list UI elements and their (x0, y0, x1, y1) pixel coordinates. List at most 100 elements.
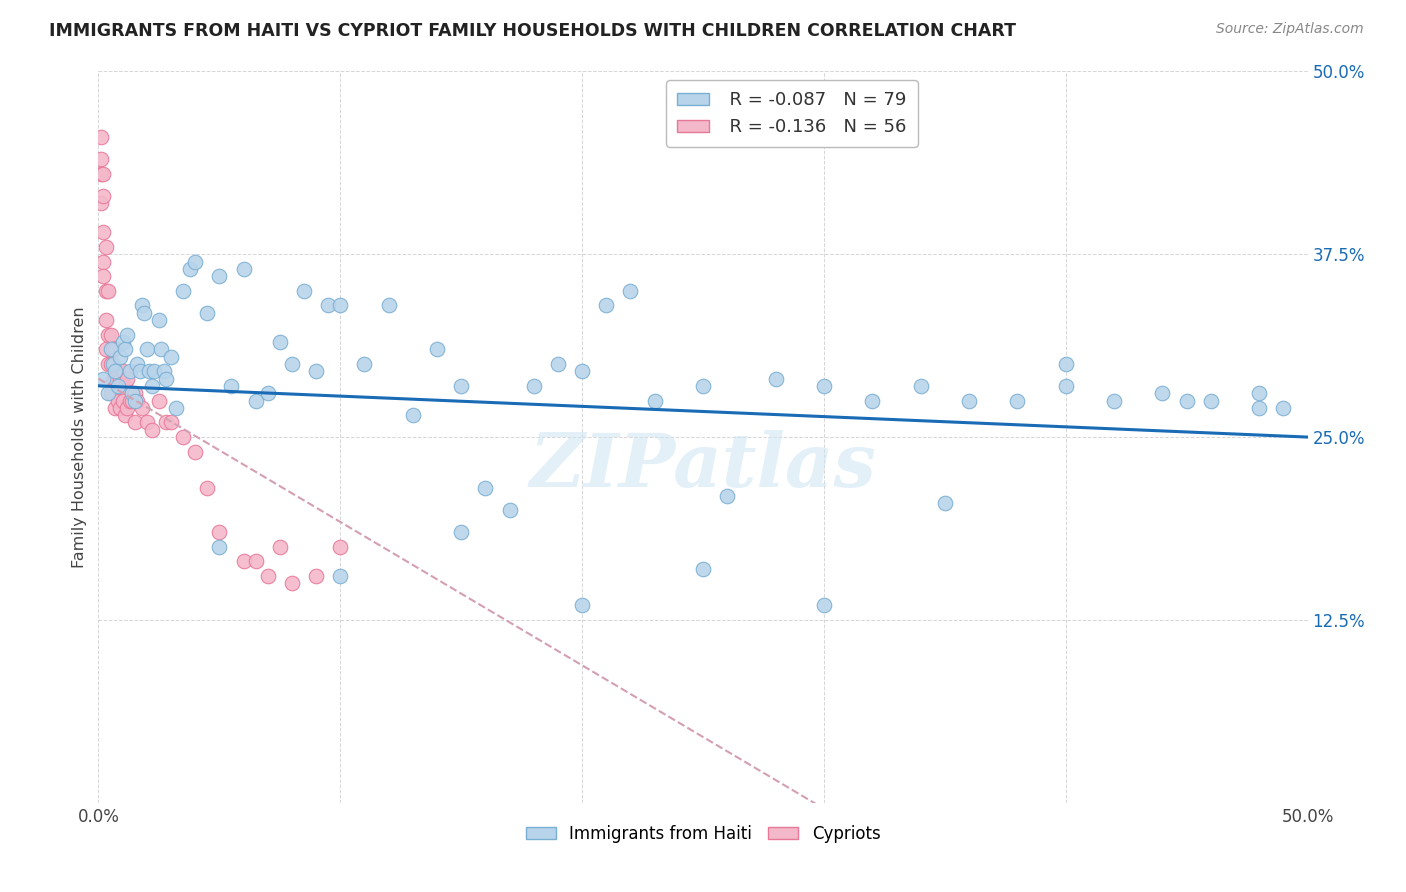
Point (195, 306, 218, 320)
Point (523, 379, 546, 393)
Point (716, 489, 738, 503)
Point (232, 261, 254, 276)
Point (208, 540, 231, 554)
Point (141, 379, 163, 393)
Point (571, 364, 593, 378)
Point (134, 306, 156, 320)
Point (281, 576, 304, 591)
Point (148, 313, 170, 327)
Point (97, 327, 120, 342)
Point (1152, 386, 1174, 401)
Point (571, 599, 593, 613)
Point (118, 393, 141, 408)
Y-axis label: Family Households with Children: Family Households with Children (72, 306, 87, 568)
Point (138, 364, 160, 378)
Point (121, 386, 143, 401)
Point (269, 540, 291, 554)
Point (256, 569, 278, 583)
Point (152, 364, 174, 378)
Point (172, 284, 194, 298)
Point (155, 416, 177, 430)
Point (1175, 393, 1198, 408)
Text: IMMIGRANTS FROM HAITI VS CYPRIOT FAMILY HOUSEHOLDS WITH CHILDREN CORRELATION CHA: IMMIGRANTS FROM HAITI VS CYPRIOT FAMILY … (49, 22, 1017, 40)
Point (108, 371, 131, 385)
Point (813, 379, 835, 393)
Point (101, 343, 124, 357)
Point (101, 371, 124, 385)
Point (1007, 393, 1029, 408)
Point (111, 334, 134, 349)
Point (111, 393, 134, 408)
Point (329, 298, 352, 312)
Point (692, 379, 714, 393)
Point (100, 343, 122, 357)
Point (860, 393, 883, 408)
Point (1054, 379, 1077, 393)
Point (90, 196, 112, 211)
Point (184, 444, 207, 458)
Point (165, 401, 187, 415)
Point (90, 167, 112, 181)
Point (117, 327, 139, 342)
Point (90, 152, 112, 166)
Point (97, 284, 120, 298)
Point (124, 393, 146, 408)
Legend: Immigrants from Haiti, Cypriots: Immigrants from Haiti, Cypriots (519, 818, 887, 849)
Point (450, 525, 472, 540)
Point (114, 379, 136, 393)
Point (498, 503, 520, 517)
Point (128, 364, 150, 378)
Point (91, 188, 114, 202)
Point (118, 364, 141, 378)
Point (450, 379, 472, 393)
Point (141, 423, 163, 437)
Text: Source: ZipAtlas.com: Source: ZipAtlas.com (1216, 22, 1364, 37)
Point (595, 298, 617, 312)
Point (160, 350, 183, 364)
Point (108, 350, 131, 364)
Point (353, 357, 375, 371)
Point (124, 416, 146, 430)
Point (107, 393, 129, 408)
Point (644, 393, 666, 408)
Point (957, 393, 980, 408)
Point (94, 313, 117, 327)
Point (474, 481, 496, 495)
Point (94, 343, 117, 357)
Point (184, 254, 207, 268)
Point (150, 343, 173, 357)
Point (117, 401, 139, 415)
Point (100, 357, 122, 371)
Point (281, 357, 304, 371)
Point (91, 225, 114, 239)
Point (305, 569, 328, 583)
Point (108, 401, 131, 415)
Point (269, 334, 291, 349)
Point (104, 401, 127, 415)
Point (813, 599, 835, 613)
Point (910, 379, 932, 393)
Point (97, 357, 120, 371)
Point (245, 554, 267, 568)
Point (160, 416, 183, 430)
Point (221, 379, 243, 393)
Point (107, 379, 129, 393)
Point (124, 386, 146, 401)
Point (155, 371, 177, 385)
Point (245, 393, 267, 408)
Point (91, 269, 114, 284)
Point (1199, 393, 1222, 408)
Point (1249, 401, 1271, 415)
Point (114, 408, 136, 422)
Point (114, 343, 136, 357)
Point (329, 569, 352, 583)
Point (100, 327, 122, 342)
Point (91, 371, 114, 385)
Point (121, 393, 143, 408)
Point (148, 393, 170, 408)
Point (127, 393, 149, 408)
Point (547, 357, 569, 371)
Point (90, 130, 112, 145)
Point (104, 364, 127, 378)
Point (111, 364, 134, 378)
